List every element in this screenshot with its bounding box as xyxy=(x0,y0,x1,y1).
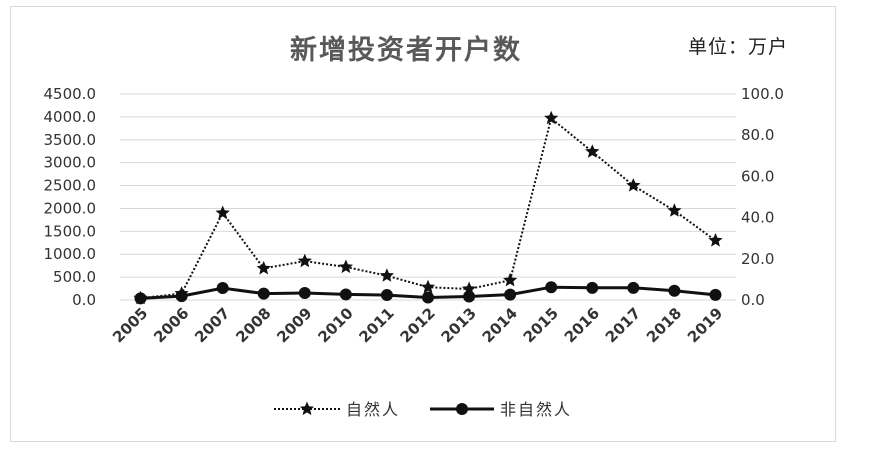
x-tick-label: 2018 xyxy=(643,304,685,346)
series-marker-0 xyxy=(585,144,600,158)
series-marker-1 xyxy=(545,281,558,294)
series-marker-1 xyxy=(463,290,476,303)
unit-label: 单位：万户 xyxy=(688,36,789,58)
x-tick-label: 2007 xyxy=(191,304,233,346)
series-marker-0 xyxy=(297,253,312,268)
series-marker-0 xyxy=(256,260,271,275)
y-left-tick-label: 2500.0 xyxy=(44,177,97,195)
y-right-tick-label: 100.0 xyxy=(741,85,784,103)
y-left-tick-label: 3000.0 xyxy=(44,154,97,172)
legend-label-1: 非自然人 xyxy=(500,400,572,419)
x-tick-label: 2012 xyxy=(397,304,439,346)
y-left-tick-label: 0.0 xyxy=(72,291,96,309)
series-marker-1 xyxy=(339,288,352,301)
legend-marker-0 xyxy=(299,401,315,416)
x-tick-label: 2009 xyxy=(273,304,315,346)
y-right-tick-label: 40.0 xyxy=(741,209,774,227)
y-left-tick-label: 3500.0 xyxy=(44,131,97,149)
legend-label-0: 自然人 xyxy=(346,400,400,419)
chart-frame xyxy=(10,6,836,442)
y-left-tick-label: 1500.0 xyxy=(44,222,97,240)
series-marker-0 xyxy=(338,259,353,274)
y-axis-left-ticks: 0.0 500.0 1000.0 1500.0 2000.0 2500.0 3000.0 35… xyxy=(44,85,97,309)
y-right-tick-label: 60.0 xyxy=(741,167,774,185)
x-tick-label: 2013 xyxy=(438,304,480,346)
legend-marker-1 xyxy=(456,403,468,415)
series-marker-0 xyxy=(667,203,682,217)
x-tick-label: 2017 xyxy=(602,304,644,346)
y-left-tick-label: 2000.0 xyxy=(44,199,97,217)
x-tick-label: 2016 xyxy=(561,304,603,346)
x-tick-label: 2015 xyxy=(520,304,562,346)
x-tick-label: 2014 xyxy=(479,304,521,346)
series-marker-0 xyxy=(503,272,518,287)
x-tick-label: 2008 xyxy=(232,304,274,346)
y-left-tick-label: 4500.0 xyxy=(44,85,97,103)
x-axis-ticks: 2005200620072008200920102011201220132014… xyxy=(109,304,726,346)
legend: 自然人 非自然人 xyxy=(274,400,572,419)
y-right-tick-label: 20.0 xyxy=(741,250,774,268)
series-marker-1 xyxy=(216,282,229,295)
y-left-tick-label: 4000.0 xyxy=(44,108,97,126)
chart-title: 新增投资者开户数 xyxy=(290,35,522,66)
series-marker-0 xyxy=(420,279,436,294)
x-tick-label: 2005 xyxy=(109,304,151,346)
series-marker-0 xyxy=(215,205,230,220)
series-marker-1 xyxy=(134,292,147,305)
x-tick-label: 2006 xyxy=(150,304,192,346)
series-marker-1 xyxy=(380,289,393,302)
series-marker-1 xyxy=(627,281,640,294)
series-marker-1 xyxy=(422,291,434,304)
series-marker-1 xyxy=(709,288,722,301)
series-marker-1 xyxy=(586,281,599,294)
series-marker-0 xyxy=(544,110,559,125)
series-marker-0 xyxy=(379,268,395,282)
y-axis-right-ticks: 0.0 20.0 40.0 60.0 80.0 100.0 xyxy=(741,85,784,309)
y-left-tick-label: 500.0 xyxy=(53,268,96,286)
gridlines xyxy=(120,93,736,301)
x-tick-label: 2019 xyxy=(684,304,726,346)
x-tick-label: 2010 xyxy=(314,304,356,346)
series-lines xyxy=(133,110,723,305)
series-marker-0 xyxy=(708,233,723,247)
y-left-tick-label: 1000.0 xyxy=(44,245,97,263)
series-marker-1 xyxy=(668,284,681,297)
series-marker-0 xyxy=(626,178,641,192)
y-right-tick-label: 80.0 xyxy=(741,126,774,144)
series-marker-1 xyxy=(298,286,311,299)
series-marker-1 xyxy=(504,288,517,301)
x-tick-label: 2011 xyxy=(356,304,398,346)
y-right-tick-label: 0.0 xyxy=(741,291,765,309)
series-marker-1 xyxy=(257,287,270,300)
series-marker-1 xyxy=(175,290,188,303)
